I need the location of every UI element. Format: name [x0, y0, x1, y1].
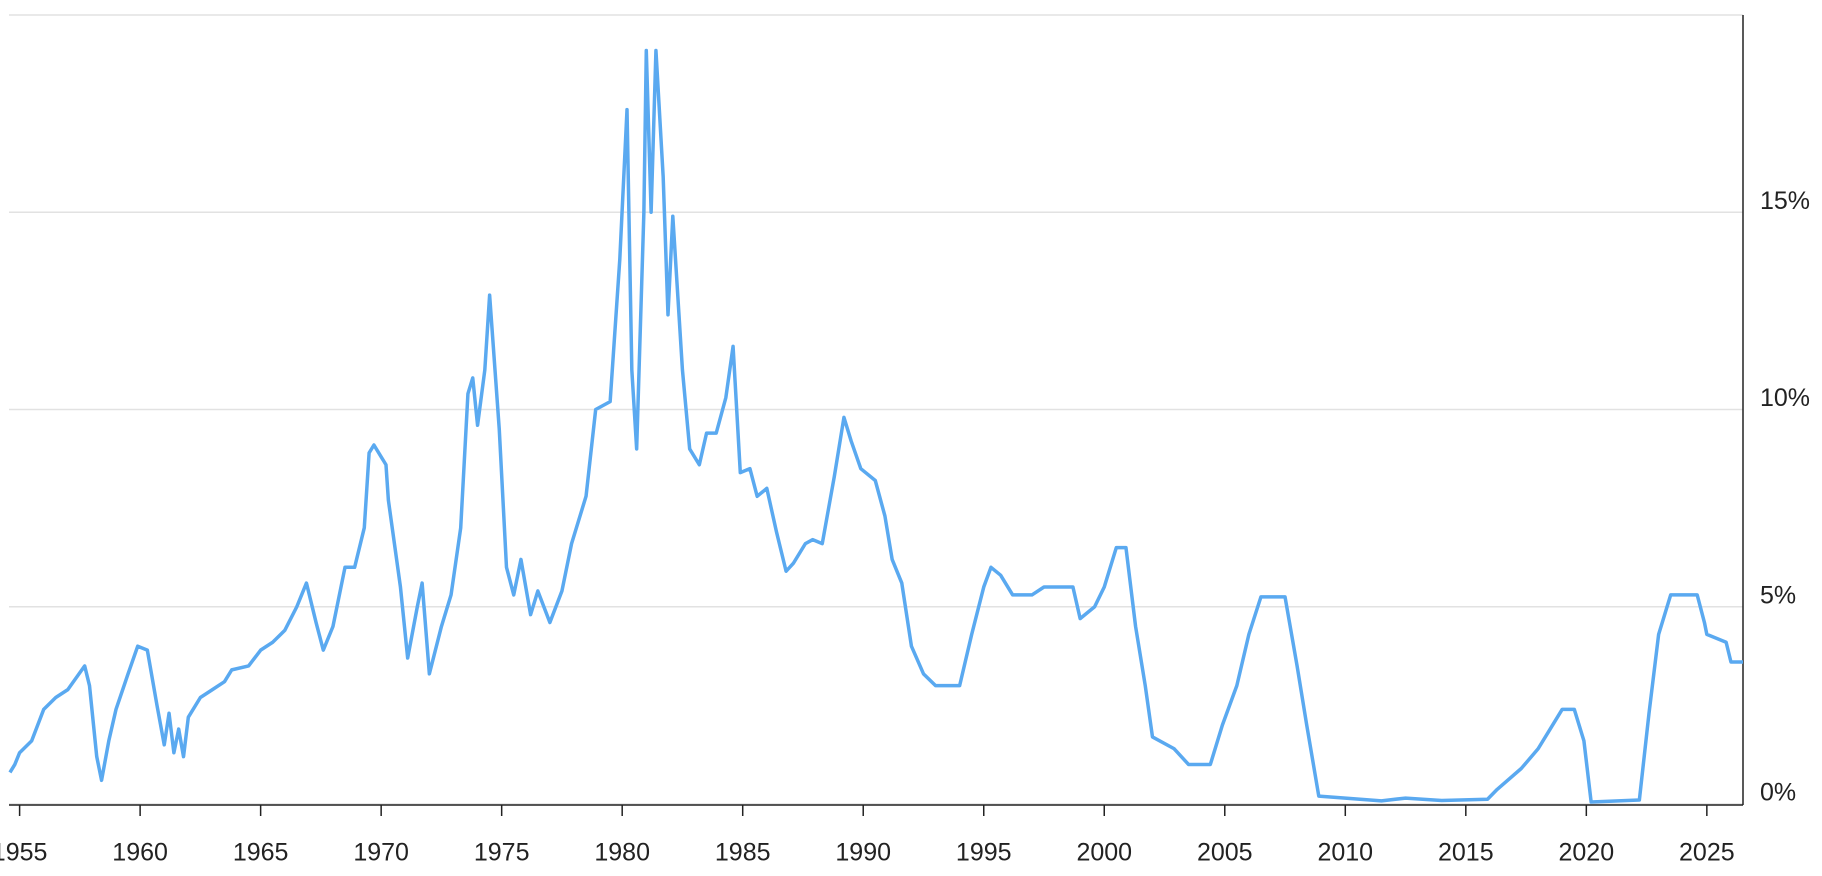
x-tick-label: 1980: [594, 839, 650, 867]
x-tick-label: 1985: [715, 839, 771, 867]
x-tick-label: 1995: [956, 839, 1012, 867]
x-tick-label: 1990: [835, 839, 891, 867]
x-tick-label: 2025: [1679, 839, 1735, 867]
x-tick-label: 1960: [112, 839, 168, 867]
y-tick-label: 10%: [1760, 384, 1810, 412]
x-tick-label: 1955: [0, 839, 47, 867]
x-tick-label: 1970: [353, 839, 409, 867]
y-tick-label: 15%: [1760, 187, 1810, 215]
x-tick-label: 1975: [474, 839, 530, 867]
x-tick-label: 2000: [1076, 839, 1132, 867]
x-tick-label: 2010: [1317, 839, 1373, 867]
y-tick-label: 5%: [1760, 581, 1796, 609]
x-tick-label: 2005: [1197, 839, 1253, 867]
x-tick-label: 1965: [233, 839, 289, 867]
x-tick-label: 2020: [1559, 839, 1615, 867]
rate-line: [8, 48, 1743, 804]
y-tick-label: 0%: [1760, 779, 1796, 807]
x-tick-label: 2015: [1438, 839, 1494, 867]
